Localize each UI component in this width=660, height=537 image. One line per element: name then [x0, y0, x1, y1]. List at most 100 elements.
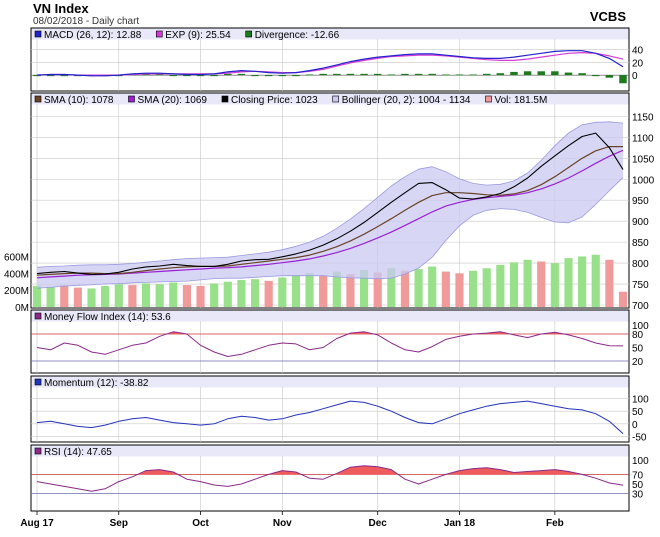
divergence-bar: [455, 74, 464, 76]
volume-bar: [346, 274, 355, 307]
divergence-bar: [142, 74, 150, 76]
legend-swatch: [34, 30, 42, 38]
volume-bar: [278, 277, 287, 307]
volume-bar: [400, 270, 410, 307]
divergence-bar: [537, 71, 545, 76]
divergence-bar: [510, 71, 518, 76]
volume-bar: [564, 258, 573, 307]
volume-bar: [264, 280, 273, 307]
y-tick-label: 80: [632, 330, 644, 341]
volume-bar: [169, 282, 178, 307]
divergence-bar: [496, 73, 505, 76]
divergence-bar: [360, 73, 368, 76]
sma10-line: [36, 146, 623, 276]
y-tick-label: 30: [632, 490, 644, 501]
volume-bar: [359, 269, 369, 307]
volume-bar: [196, 285, 205, 307]
y-tick-label: 70: [632, 470, 644, 481]
y-tick-label: 100: [632, 456, 649, 467]
volume-bar: [373, 272, 382, 307]
y-tick-label: 1000: [632, 175, 655, 186]
volume-bar: [155, 284, 164, 307]
x-tick-label: Feb: [546, 518, 564, 529]
legend-label: Closing Price: 1023: [231, 95, 318, 106]
legend-swatch: [485, 95, 492, 103]
divergence-bar: [414, 73, 423, 76]
legend-label: MACD (26, 12): 12.88: [44, 30, 142, 41]
legend-label: RSI (14): 47.65: [44, 447, 112, 458]
y-tick-label: 50: [632, 480, 644, 491]
y-tick-label: 20: [632, 58, 644, 69]
volume-bar: [387, 268, 396, 307]
chart-title: VN Index: [33, 1, 89, 16]
y-tick-label: 0: [632, 71, 638, 82]
volume-bar: [578, 256, 587, 307]
divergence-bar: [428, 73, 436, 76]
volume-bar: [441, 271, 450, 307]
y-tick-label: 1050: [632, 154, 655, 165]
divergence-bar: [224, 73, 232, 76]
y-tick-label: 50: [632, 407, 644, 418]
y-tick-label: 20: [632, 357, 644, 368]
legend-swatch: [34, 378, 42, 386]
volume-bar: [73, 287, 82, 307]
x-tick-label: Nov: [273, 518, 292, 529]
volume-bar: [469, 270, 478, 307]
legend-label: SMA (10): 1078: [44, 95, 114, 106]
volume-bar: [291, 274, 301, 307]
overbought-fill: [166, 331, 564, 334]
divergence-bar: [183, 75, 191, 77]
bollinger-upper: [36, 121, 624, 268]
divergence-bar: [387, 74, 396, 76]
volume-bar: [114, 284, 123, 307]
volume-tick-label: 400M: [4, 269, 29, 280]
volume-bar: [237, 280, 246, 307]
momentum-line: [36, 400, 624, 434]
y-tick-label: 850: [632, 238, 649, 249]
volume-bar: [87, 288, 96, 307]
volume-bar: [618, 291, 628, 307]
y-tick-label: 800: [632, 259, 649, 270]
divergence-bar: [401, 73, 409, 76]
divergence-bar: [346, 73, 355, 76]
volume-bar: [319, 275, 328, 307]
sma20-line: [36, 149, 624, 279]
legend-label: EXP (9): 25.54: [165, 30, 231, 41]
volume-bar: [414, 269, 423, 307]
macd-line: [36, 50, 624, 77]
y-tick-label: 100: [632, 395, 649, 406]
volume-bar: [537, 261, 546, 307]
x-tick-label: Sep: [110, 518, 128, 529]
volume-bar: [605, 259, 614, 307]
divergence-bar: [292, 75, 300, 77]
divergence-bar: [60, 75, 68, 77]
divergence-bar: [333, 73, 341, 76]
y-tick-label: 700: [632, 301, 649, 312]
x-axis: Aug 17 Sep Oct Nov Dec Jan 18 Feb: [20, 511, 564, 529]
y-tick-label: 900: [632, 217, 649, 228]
exp-line: [36, 51, 624, 76]
overbought-fill: [137, 465, 583, 475]
volume-bar: [46, 286, 55, 307]
y-tick-label: 50: [632, 344, 644, 355]
divergence-bar: [373, 73, 382, 76]
panel-macd: 0 20 40 MACD (26, 12): 12.88 EXP (9): 25.54 D…: [30, 27, 644, 92]
legend-label: Momentum (12): -38.82: [44, 378, 149, 389]
divergence-bar: [251, 75, 259, 77]
legend-label: Divergence: -12.66: [255, 30, 340, 41]
y-tick-label: 0: [632, 420, 638, 431]
volume-tick-label: 0M: [15, 303, 29, 314]
legend-swatch: [34, 312, 42, 320]
volume-bar: [223, 281, 232, 307]
close-line: [36, 132, 624, 275]
legend-strip: [31, 93, 629, 105]
legend-strip: [31, 28, 629, 40]
y-tick-label: 1100: [632, 133, 654, 144]
x-tick-label: Oct: [192, 518, 209, 529]
legend-strip: [31, 376, 629, 388]
volume-bar: [550, 263, 559, 307]
volume-bar: [591, 254, 600, 307]
volume-bar: [141, 283, 151, 307]
